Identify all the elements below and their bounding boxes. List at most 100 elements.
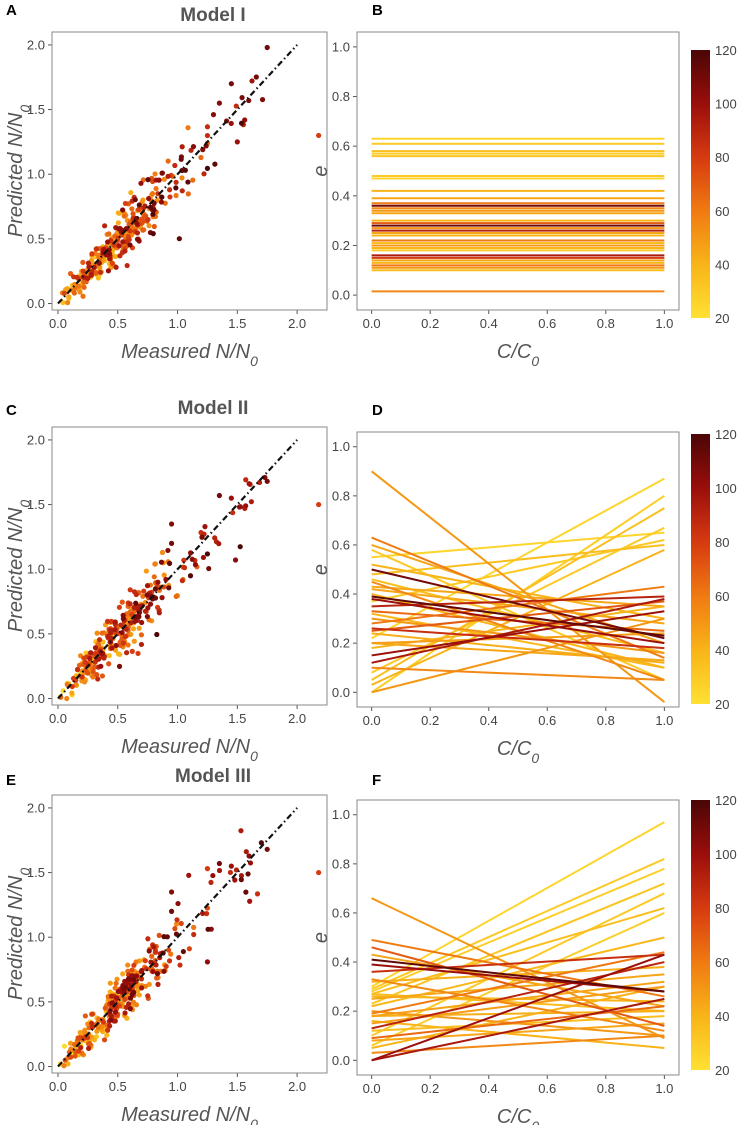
scatter-point [145, 216, 151, 223]
scatter-point [146, 948, 152, 954]
series-line [371, 585, 665, 608]
scatter-point [167, 194, 173, 200]
scatter-point [136, 609, 143, 616]
scatter-point [67, 1040, 74, 1046]
panel-label-b: B [372, 2, 383, 19]
axis-label-main: Predicted N/N [5, 112, 27, 237]
scatter-point [182, 167, 188, 173]
x-tick-label: 0.2 [421, 316, 439, 331]
colorbar-tick-label: 60 [715, 204, 729, 219]
scatter-point [127, 228, 133, 234]
y-tick-label: 1.0 [27, 167, 45, 182]
scatter-point [163, 576, 169, 583]
scatter-point [166, 585, 172, 591]
scatter-point [68, 1054, 74, 1060]
scatter-point [116, 210, 123, 216]
scatter-point [161, 572, 167, 578]
scatter-point [77, 1029, 83, 1036]
panel-label-a: A [6, 2, 17, 19]
scatter-point [88, 272, 94, 278]
scatter-point [152, 586, 158, 592]
scatter-point [146, 223, 152, 229]
scatter-point [159, 170, 166, 176]
scatter-point [150, 968, 156, 975]
scatter-point [206, 565, 212, 572]
plot-frame [51, 426, 328, 706]
scatter-point [155, 191, 161, 197]
scatter-point [93, 270, 99, 276]
scatter-point [185, 179, 191, 185]
x-axis-label: C/C0 [497, 738, 539, 766]
scatter-point [107, 256, 113, 262]
scatter-point [102, 223, 108, 229]
scatter-point [216, 100, 222, 106]
scatter-point [227, 869, 234, 876]
scatter-point [120, 971, 126, 977]
scatter-point [94, 1028, 100, 1034]
panel-label-c: C [6, 402, 17, 419]
scatter-point [80, 268, 86, 274]
y-tick-label: 0.0 [332, 288, 350, 303]
scatter-point [151, 944, 157, 950]
x-axis-label: Measured N/N0 [121, 1104, 258, 1125]
scatter-point [86, 1041, 93, 1047]
scatter-point [204, 866, 211, 872]
series-line [371, 965, 665, 983]
scatter-point [186, 872, 192, 878]
scatter-point [123, 650, 130, 656]
scatter-point [92, 645, 99, 651]
scatter-point [259, 96, 266, 103]
scatter-point [138, 632, 145, 638]
plot-frame [356, 799, 680, 1076]
series-line [371, 617, 665, 654]
x-axis-label: Measured N/N0 [121, 736, 258, 764]
scatter-point [60, 299, 66, 306]
scatter-point [127, 995, 134, 1001]
identity-line [57, 439, 298, 700]
axis-label-main: Measured N/N [121, 1104, 250, 1125]
colorbar-tick-label: 100 [715, 97, 737, 112]
scatter-point [113, 642, 119, 649]
axis-label-subscript: 0 [17, 500, 33, 508]
scatter-point [316, 132, 322, 139]
panel-f: F 0.0 0.2 0.4 0.6 0.8 1.0 0.0 0.2 0.4 0.6 0.8 1.0 C/… [310, 772, 737, 1125]
scatter-point [89, 1020, 95, 1026]
scatter-point [173, 931, 180, 937]
scatter-point [127, 601, 133, 607]
axis-label-subscript: 0 [531, 1118, 539, 1125]
colorbar-tick-label: 20 [715, 1063, 729, 1078]
series-line [371, 912, 665, 1047]
colorbar [691, 50, 710, 318]
y-tick-label: 0.0 [27, 296, 45, 311]
panel-c: C Model II 0.0 0.5 1.0 1.5 2.0 0.0 0.5 1.0 1.5 2.… [5, 398, 328, 764]
scatter-point [138, 180, 144, 186]
scatter-point [133, 591, 139, 598]
y-tick-label: 2.0 [27, 800, 45, 815]
scatter-point [136, 625, 142, 631]
scatter-point [100, 1019, 107, 1025]
scatter-point [76, 283, 82, 289]
scatter-point [126, 221, 132, 228]
y-tick-label: 1.5 [27, 865, 45, 880]
scatter-point [105, 268, 112, 274]
colorbar-tick-label: 60 [715, 589, 729, 604]
x-tick-label: 1.0 [655, 1081, 673, 1096]
scatter-point [128, 189, 134, 196]
scatter-point [168, 908, 175, 914]
scatter-point [179, 188, 185, 194]
colorbar-tick-label: 100 [715, 847, 737, 862]
scatter-point [179, 144, 185, 150]
scatter-point [161, 176, 167, 182]
scatter-point [165, 173, 171, 179]
scatter-point [205, 926, 211, 932]
series-line [371, 642, 665, 662]
x-tick-label: 0.8 [597, 713, 615, 728]
scatter-point [121, 986, 127, 992]
scatter-point [135, 650, 141, 657]
scatter-point [138, 968, 144, 975]
scatter-point [152, 949, 158, 955]
scatter-point [216, 867, 223, 874]
scatter-point [99, 650, 105, 656]
y-axis-label: Predicted N/N0 [5, 105, 33, 238]
scatter-point [119, 599, 125, 605]
